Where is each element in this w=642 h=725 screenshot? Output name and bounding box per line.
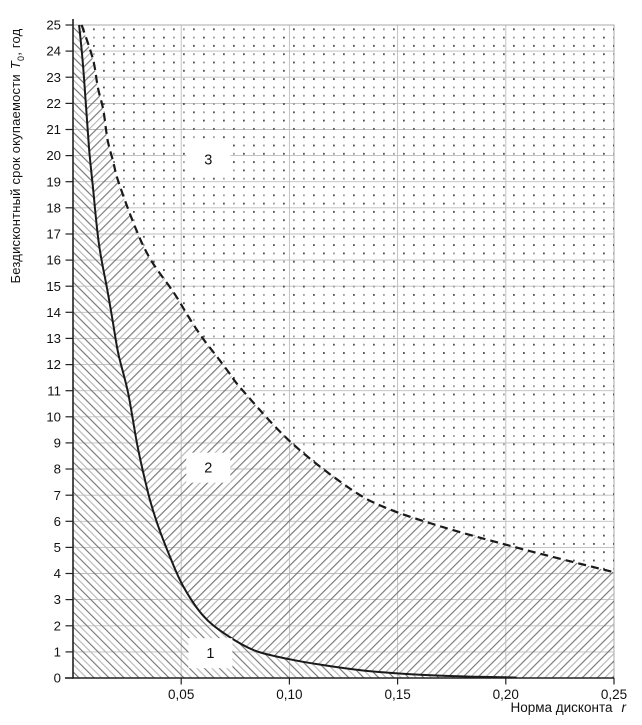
x-tick-label: 0,05 <box>168 687 194 702</box>
y-tick-label: 2 <box>54 618 61 633</box>
y-axis-title-suffix: , год <box>8 28 24 56</box>
x-tick-label: 0,15 <box>384 687 410 702</box>
tick-marks <box>65 24 615 685</box>
y-axis-title-text: Бездисконтный срок окупаемости <box>8 74 24 284</box>
y-tick-label: 7 <box>54 488 61 503</box>
region-2-fill <box>79 25 615 678</box>
solid-boundary-curve <box>78 24 517 679</box>
y-tick-label: 3 <box>54 592 61 607</box>
region-1-fill <box>73 25 517 678</box>
x-tick-label: 0,10 <box>276 687 302 702</box>
region-label-gap <box>186 452 231 483</box>
x-axis-title-text: Норма дисконта <box>510 700 613 715</box>
region-label-gap <box>186 144 231 175</box>
region-label-2: 2 <box>204 461 212 477</box>
y-tick-label: 1 <box>54 645 61 660</box>
y-tick-label: 20 <box>46 148 61 163</box>
y-tick-label: 15 <box>46 279 61 294</box>
y-axis-title: Бездисконтный срок окупаемости T0, год <box>8 29 26 284</box>
x-axis-title-symbol: r <box>621 700 627 715</box>
dashed-boundary-curve <box>80 24 615 574</box>
region-labels: 1 2 3 <box>186 144 233 669</box>
y-tick-label: 12 <box>46 357 61 372</box>
y-tick-label: 21 <box>46 122 61 137</box>
region-label-1: 1 <box>206 646 214 662</box>
region-label-3: 3 <box>204 153 212 169</box>
y-tick-label: 14 <box>46 305 61 320</box>
y-tick-label: 17 <box>46 227 61 242</box>
y-tick-label: 19 <box>46 174 61 189</box>
y-tick-label: 4 <box>54 566 61 581</box>
y-tick-label: 11 <box>47 383 61 398</box>
y-tick-label: 23 <box>46 70 61 85</box>
x-tick-label: 0,20 <box>493 687 519 702</box>
y-tick-label: 16 <box>46 253 61 268</box>
x-axis-title: Норма дисконта r <box>510 700 626 715</box>
y-tick-label: 5 <box>54 540 61 555</box>
y-tick-label: 24 <box>46 44 61 59</box>
y-tick-label: 0 <box>54 671 61 686</box>
y-tick-label: 10 <box>46 409 61 424</box>
y-tick-label: 18 <box>46 200 61 215</box>
y-axis-title-subscript: 0 <box>15 55 26 61</box>
y-tick-label: 13 <box>46 331 61 346</box>
region-label-gap <box>188 638 233 669</box>
y-tick-label: 6 <box>54 514 61 529</box>
tick-labels: 0123456789101112131415161718192021222324… <box>46 18 627 702</box>
x-tick-label: 0,25 <box>601 687 627 702</box>
y-axis-title-symbol: T <box>8 60 24 70</box>
y-tick-label: 25 <box>46 18 61 33</box>
y-tick-label: 9 <box>54 436 61 451</box>
y-tick-label: 8 <box>54 462 61 477</box>
y-tick-label: 22 <box>46 96 61 111</box>
